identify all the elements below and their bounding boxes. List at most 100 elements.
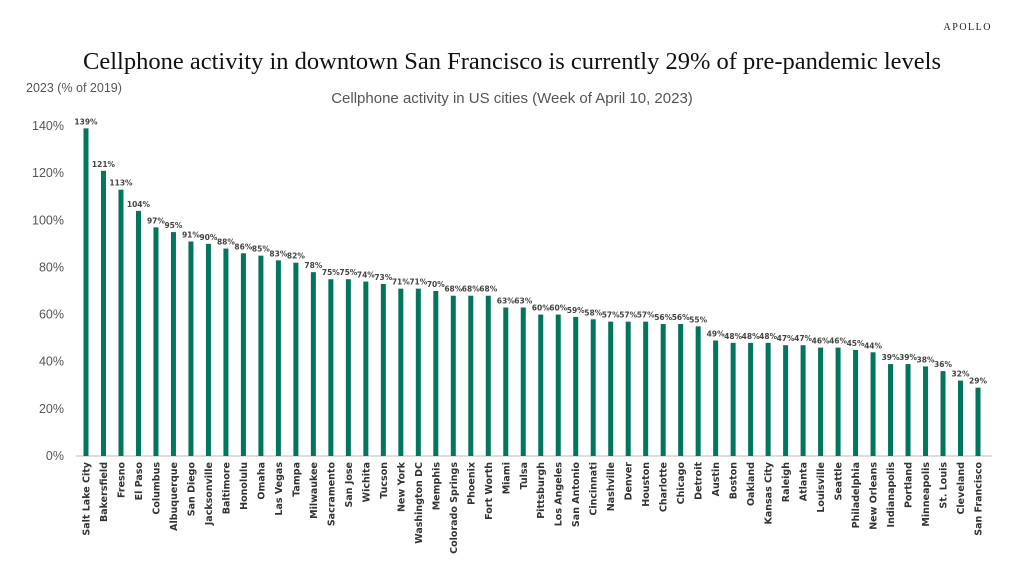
bar	[275, 260, 281, 456]
data-label: 47%	[777, 334, 795, 343]
y-tick-label: 0%	[46, 449, 64, 463]
category-label: Seattle	[834, 462, 845, 500]
bar	[555, 314, 561, 456]
data-label: 36%	[934, 360, 952, 369]
bar	[870, 352, 876, 456]
data-label: 73%	[374, 273, 392, 282]
category-label: Omaha	[256, 462, 267, 500]
category-label: Charlotte	[659, 462, 670, 512]
bar	[905, 364, 911, 456]
data-label: 48%	[759, 332, 777, 341]
bar	[83, 128, 89, 456]
bar	[888, 364, 894, 456]
bar	[310, 272, 316, 456]
bar	[135, 210, 141, 456]
category-label: Louisville	[816, 462, 827, 513]
y-tick-label: 140%	[32, 119, 64, 133]
data-label: 82%	[287, 252, 305, 261]
data-label: 47%	[794, 334, 812, 343]
bar	[118, 189, 124, 456]
data-label: 39%	[899, 353, 917, 362]
category-label: Sacramento	[326, 462, 337, 527]
category-label: Salt Lake City	[82, 461, 93, 535]
bar	[800, 345, 806, 456]
data-label: 90%	[199, 233, 217, 242]
category-label: Phoenix	[466, 462, 477, 505]
data-label: 97%	[147, 216, 165, 225]
bar	[223, 248, 229, 456]
category-label: Tampa	[291, 462, 302, 497]
data-label: 139%	[74, 117, 98, 126]
bar	[188, 241, 194, 456]
category-label: Detroit	[694, 462, 705, 500]
y-tick-label: 120%	[32, 166, 64, 180]
category-label: Houston	[641, 462, 652, 507]
category-label: Indianapolis	[886, 462, 897, 528]
bar	[205, 243, 211, 456]
data-label: 68%	[479, 285, 497, 294]
category-label: Fort Worth	[484, 462, 495, 520]
chart-subtitle: Cellphone activity in US cities (Week of…	[331, 90, 693, 107]
data-label: 56%	[654, 313, 672, 322]
data-label: 75%	[339, 268, 357, 277]
data-label: 29%	[969, 377, 987, 386]
category-label: Kansas City	[764, 461, 775, 524]
category-label: San Antonio	[571, 462, 582, 528]
bar	[748, 342, 754, 456]
category-label: Minneapolis	[921, 462, 932, 527]
data-label: 70%	[427, 280, 445, 289]
category-label: Austin	[711, 462, 722, 497]
category-label: St. Louis	[939, 462, 950, 509]
bar	[398, 288, 404, 456]
bar	[450, 295, 456, 456]
bar	[625, 321, 631, 456]
category-label: Miami	[501, 462, 512, 494]
category-label: Bakersfield	[99, 462, 110, 522]
data-label: 57%	[619, 311, 637, 320]
category-label: Oakland	[746, 462, 757, 506]
category-label: Fresno	[116, 462, 127, 498]
category-label: San Diego	[186, 462, 197, 517]
bar	[328, 279, 334, 456]
bar	[643, 321, 649, 456]
data-label: 39%	[882, 353, 900, 362]
data-label: 32%	[952, 370, 970, 379]
data-label: 60%	[532, 304, 550, 313]
bar	[293, 262, 299, 456]
bar	[608, 321, 614, 456]
data-label: 58%	[584, 308, 602, 317]
bar	[590, 319, 596, 456]
category-label: Cincinnati	[589, 462, 600, 516]
category-label: Wichita	[361, 462, 372, 502]
data-label: 63%	[514, 297, 532, 306]
bar	[730, 342, 736, 456]
bar	[835, 347, 841, 456]
bar	[415, 288, 421, 456]
data-label: 86%	[234, 242, 252, 251]
category-label: San Jose	[344, 462, 355, 507]
category-label: Nashville	[606, 462, 617, 511]
y-tick-label: 100%	[32, 213, 64, 227]
bar	[923, 366, 929, 456]
data-label: 83%	[269, 249, 287, 258]
data-label: 38%	[917, 355, 935, 364]
bar	[783, 345, 789, 456]
category-label: Tulsa	[519, 462, 530, 490]
bar	[940, 371, 946, 456]
category-label: Cleveland	[956, 462, 967, 515]
data-label: 46%	[829, 337, 847, 346]
data-label: 85%	[252, 245, 270, 254]
chart-title: Cellphone activity in downtown San Franc…	[83, 48, 941, 75]
bar	[520, 307, 526, 456]
bar	[765, 342, 771, 456]
data-label: 104%	[127, 200, 151, 209]
data-label: 74%	[357, 271, 375, 280]
bar	[380, 283, 386, 456]
data-label: 78%	[304, 261, 322, 270]
category-label: Boston	[729, 462, 740, 499]
y-tick-label: 60%	[39, 308, 64, 322]
data-label: 56%	[672, 313, 690, 322]
category-label: San Francisco	[974, 462, 985, 536]
bar	[695, 326, 701, 456]
